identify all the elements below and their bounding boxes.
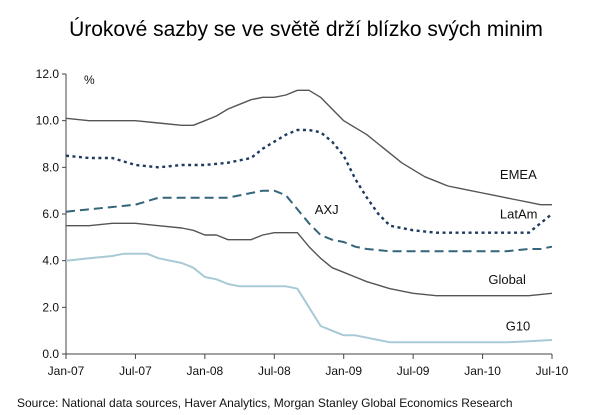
y-tick-label: 6.0 <box>42 207 59 221</box>
x-tick-label: Jul-09 <box>397 364 430 378</box>
x-tick-label: Jan-08 <box>187 364 224 378</box>
y-tick-label: 2.0 <box>42 300 59 314</box>
y-tick-label: 8.0 <box>42 160 59 174</box>
x-tick-label: Jul-07 <box>119 364 152 378</box>
source-note: Source: National data sources, Haver Ana… <box>17 396 513 410</box>
x-tick-label: Jul-10 <box>536 364 569 378</box>
y-tick-label: 0.0 <box>42 347 59 361</box>
x-tick-label: Jan-10 <box>464 364 501 378</box>
series-label-latam: LatAm <box>500 207 538 222</box>
y-tick-label: 12.0 <box>36 67 60 81</box>
series-label-emea: EMEA <box>500 167 537 182</box>
series-label-axj: AXJ <box>315 202 339 217</box>
series-line-emea <box>65 89 552 206</box>
series-line-g10 <box>65 252 553 344</box>
chart-series <box>65 89 553 344</box>
series-line-global <box>66 222 553 297</box>
series-label-g10: G10 <box>506 319 531 334</box>
x-tick-label: Jan-09 <box>325 364 362 378</box>
series-label-global: Global <box>488 272 526 287</box>
y-tick-label: 4.0 <box>42 254 59 268</box>
chart-axes: 0.0 2.0 4.0 6.0 8.0 10.0 12.0 % Jan-07 Jul-07 Jan-… <box>36 67 569 378</box>
unit-label: % <box>84 73 95 87</box>
y-tick-label: 10.0 <box>36 114 60 128</box>
chart-title: Úrokové sazby se ve světě drží blízko sv… <box>69 18 543 41</box>
x-tick-label: Jan-07 <box>48 364 85 378</box>
series-line-axj <box>65 189 553 253</box>
series-line-latam <box>65 128 553 234</box>
series-labels: EMEA LatAm AXJ Global G10 <box>315 167 538 334</box>
x-tick-label: Jul-08 <box>258 364 291 378</box>
